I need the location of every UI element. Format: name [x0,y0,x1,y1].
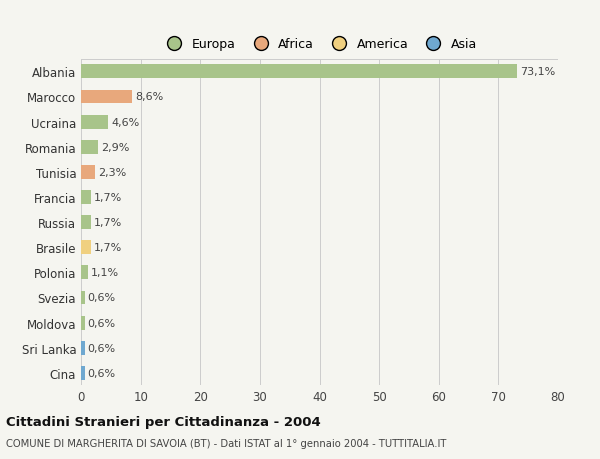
Bar [81,216,91,230]
Bar [81,316,85,330]
Text: 0,6%: 0,6% [88,293,116,303]
Text: 0,6%: 0,6% [88,318,116,328]
Text: 1,1%: 1,1% [91,268,119,278]
Text: 1,7%: 1,7% [94,243,122,252]
Text: Cittadini Stranieri per Cittadinanza - 2004: Cittadini Stranieri per Cittadinanza - 2… [6,415,321,428]
Text: 1,7%: 1,7% [94,218,122,228]
Text: 2,9%: 2,9% [101,142,130,152]
Bar [81,190,91,204]
Bar [81,140,98,154]
Text: 4,6%: 4,6% [112,118,140,127]
Text: 2,3%: 2,3% [98,168,126,178]
Text: 73,1%: 73,1% [520,67,555,77]
Text: 0,6%: 0,6% [88,368,116,378]
Bar [81,341,85,355]
Text: 8,6%: 8,6% [135,92,164,102]
Text: 0,6%: 0,6% [88,343,116,353]
Legend: Europa, Africa, America, Asia: Europa, Africa, America, Asia [157,34,482,56]
Bar [81,116,109,129]
Bar [81,65,517,79]
Text: 1,7%: 1,7% [94,193,122,202]
Bar [81,366,85,380]
Bar [81,166,95,179]
Text: COMUNE DI MARGHERITA DI SAVOIA (BT) - Dati ISTAT al 1° gennaio 2004 - TUTTITALIA: COMUNE DI MARGHERITA DI SAVOIA (BT) - Da… [6,438,446,448]
Bar [81,241,91,255]
Bar [81,266,88,280]
Bar [81,291,85,305]
Bar [81,90,132,104]
